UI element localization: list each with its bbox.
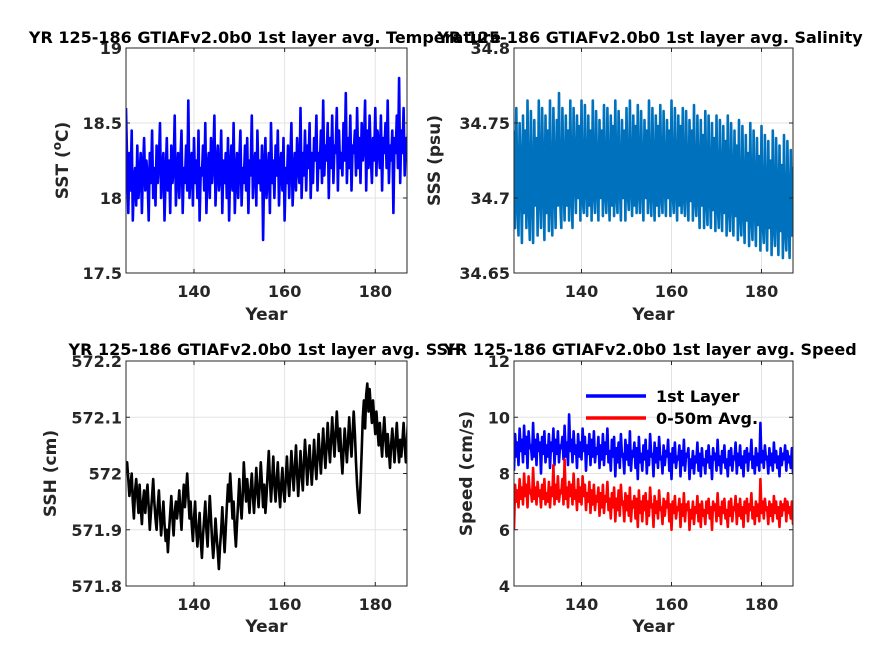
x-tick-label: 140 <box>177 595 210 614</box>
series-line-1st-layer <box>514 413 793 481</box>
y-tick-label: 34.75 <box>459 114 510 133</box>
y-tick-label: 17.5 <box>83 264 122 283</box>
chart-title: YR 125-186 GTIAFv2.0b0 1st layer avg. SS… <box>68 340 462 359</box>
x-tick-label: 160 <box>268 282 301 301</box>
x-axis-label: Year <box>631 617 675 637</box>
y-tick-label: 571.9 <box>71 521 122 540</box>
legend: 1st Layer 0-50m Avg. <box>586 387 758 428</box>
y-tick-label: 572.2 <box>71 352 122 371</box>
x-tick-label: 180 <box>359 282 392 301</box>
x-axis-label: Year <box>244 305 288 325</box>
y-tick-label: 10 <box>488 408 510 427</box>
chart-panel-3: 140 160 180 571.8 571.9 572 572.1 572.2 Year SSH … <box>41 340 461 637</box>
x-tick-label: 140 <box>565 595 598 614</box>
series-line-0-50m-avg <box>514 458 793 532</box>
y-tick-label: 4 <box>499 577 510 596</box>
x-tick-label: 140 <box>177 282 210 301</box>
y-tick-label: 6 <box>499 521 510 540</box>
y-tick-label: 34.65 <box>459 264 510 283</box>
series-line-1 <box>126 382 407 571</box>
x-axis-label: Year <box>244 617 288 637</box>
chart-title: YR 125-186 GTIAFv2.0b0 1st layer avg. Sp… <box>442 340 856 359</box>
legend-label: 1st Layer <box>656 387 740 406</box>
x-tick-label: 180 <box>359 595 392 614</box>
y-axis-label: SST (oC) <box>50 122 73 200</box>
x-tick-label: 160 <box>268 595 301 614</box>
y-tick-label: 12 <box>488 352 510 371</box>
chart-title: YR 125-186 GTIAFv2.0b0 1st layer avg. Sa… <box>436 28 863 47</box>
y-tick-label: 572 <box>89 465 122 484</box>
chart-title: YR 125-186 GTIAFv2.0b0 1st layer avg. Te… <box>28 28 501 47</box>
y-axis-label: SSS (psu) <box>425 115 445 206</box>
axes-box <box>125 47 408 274</box>
y-tick-label: 34.7 <box>471 189 510 208</box>
y-tick-label: 8 <box>499 465 510 484</box>
y-tick-label: 18.5 <box>83 114 122 133</box>
x-tick-label: 180 <box>745 282 778 301</box>
x-tick-label: 140 <box>565 282 598 301</box>
axes-box <box>513 47 794 274</box>
x-tick-label: 160 <box>655 282 688 301</box>
x-axis-label: Year <box>631 305 675 325</box>
y-tick-label: 19 <box>100 39 122 58</box>
series-line-1 <box>126 76 407 242</box>
chart-panel-4: 140 160 180 4 6 8 10 12 Year Speed (cm/s) YR 125-1… <box>442 340 856 637</box>
y-tick-label: 18 <box>100 189 122 208</box>
x-tick-label: 180 <box>745 595 778 614</box>
series-line-1 <box>514 91 793 262</box>
legend-label: 0-50m Avg. <box>656 409 758 428</box>
y-tick-label: 571.8 <box>71 577 122 596</box>
y-axis-label: Speed (cm/s) <box>457 411 477 536</box>
x-tick-label: 160 <box>655 595 688 614</box>
y-tick-label: 572.1 <box>71 408 122 427</box>
chart-panel-2: 140 160 180 34.65 34.7 34.75 34.8 Year SSS (psu)… <box>425 28 863 325</box>
y-axis-label: SSH (cm) <box>41 430 61 517</box>
chart-panel-1: 140 160 180 17.5 18 18.5 19 Year SST (oC) YR 125-… <box>28 28 501 325</box>
y-tick-label: 34.8 <box>471 39 510 58</box>
